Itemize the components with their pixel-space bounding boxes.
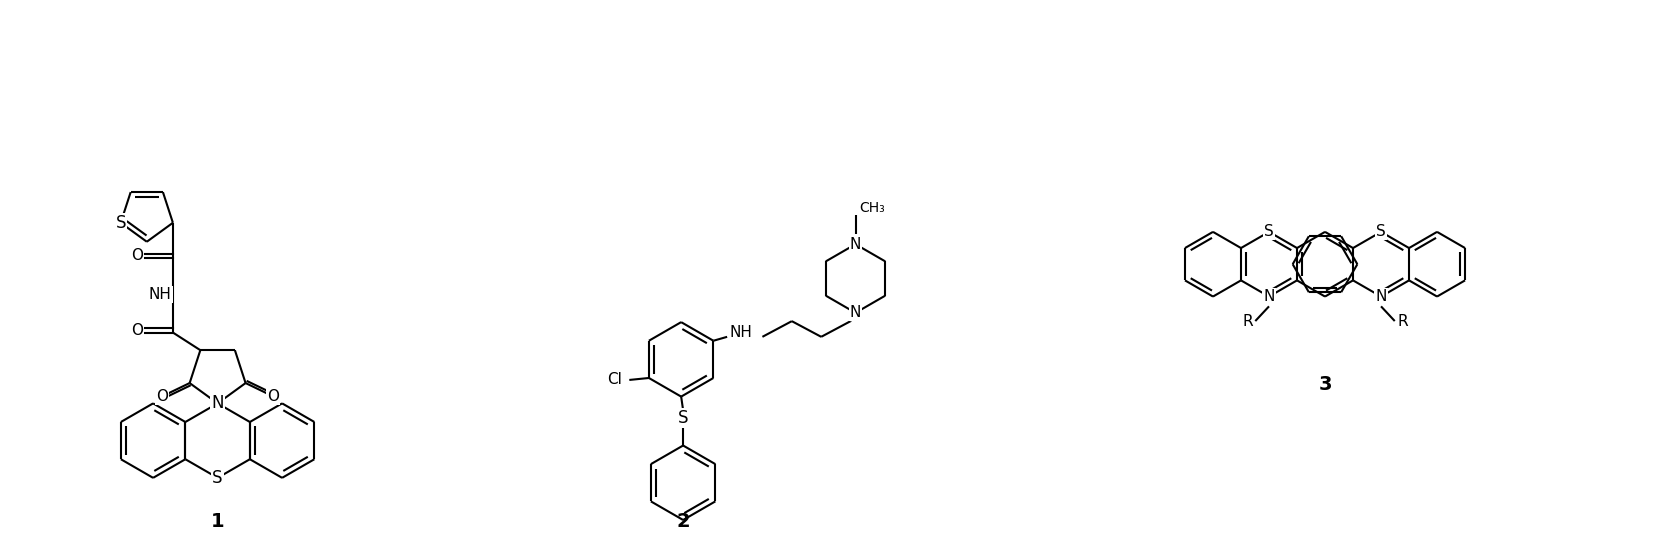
- Text: N: N: [1376, 289, 1386, 304]
- Text: 1: 1: [211, 512, 224, 531]
- Text: NH: NH: [149, 287, 172, 302]
- Text: N: N: [849, 237, 861, 252]
- Text: Cl: Cl: [607, 372, 622, 388]
- Text: N: N: [1264, 289, 1274, 304]
- Text: O: O: [268, 389, 279, 404]
- Text: S: S: [212, 469, 222, 487]
- Text: S: S: [1264, 225, 1274, 239]
- Text: O: O: [130, 248, 142, 264]
- Text: 2: 2: [675, 512, 691, 531]
- Text: R: R: [1242, 313, 1252, 328]
- Text: 3: 3: [1318, 376, 1333, 394]
- Text: N: N: [211, 394, 224, 412]
- Text: NH: NH: [729, 326, 752, 340]
- Text: S: S: [1376, 225, 1386, 239]
- Text: N: N: [849, 305, 861, 320]
- Text: CH₃: CH₃: [859, 201, 884, 215]
- Text: S: S: [677, 409, 689, 427]
- Text: R: R: [1398, 313, 1408, 328]
- Text: O: O: [155, 389, 169, 404]
- Text: O: O: [130, 323, 142, 338]
- Text: S: S: [115, 214, 125, 232]
